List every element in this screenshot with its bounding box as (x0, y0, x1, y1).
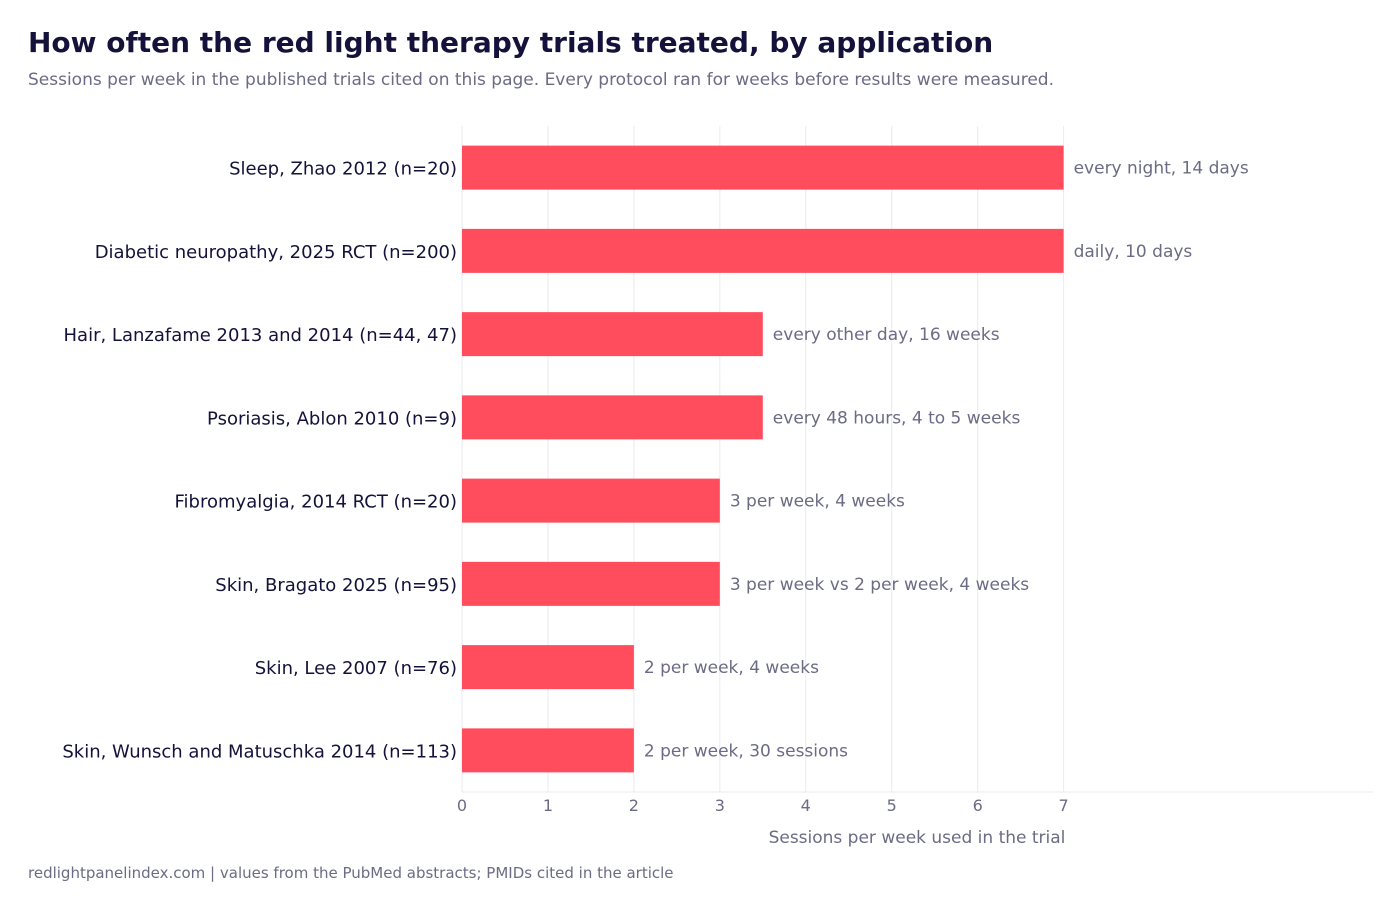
bars (462, 145, 1064, 773)
bar-0 (462, 145, 1064, 190)
data-label-4: 3 per week, 4 weeks (730, 492, 905, 512)
category-label-5: Skin, Bragato 2025 (n=95) (215, 575, 457, 596)
category-label-1: Diabetic neuropathy, 2025 RCT (n=200) (95, 242, 457, 263)
category-labels: Sleep, Zhao 2012 (n=20) Diabetic neuropat… (62, 159, 457, 763)
x-tick-label-0: 0 (457, 796, 467, 815)
data-label-3: every 48 hours, 4 to 5 weeks (773, 408, 1021, 428)
grid-lines (461, 126, 1065, 792)
data-label-6: 2 per week, 4 weeks (644, 658, 819, 678)
x-tick-label-6: 6 (973, 796, 983, 815)
chart-subtitle: Sessions per week in the published trial… (28, 70, 1054, 90)
category-label-2: Hair, Lanzafame 2013 and 2014 (n=44, 47) (64, 325, 458, 346)
data-labels: every night, 14 days daily, 10 days every … (644, 159, 1249, 762)
x-axis-label: Sessions per week used in the trial (769, 828, 1066, 848)
x-tick-label-1: 1 (543, 796, 553, 815)
bar-6 (462, 645, 634, 690)
bar-3 (462, 395, 763, 440)
bar-4 (462, 478, 720, 523)
data-label-2: every other day, 16 weeks (773, 325, 1000, 345)
data-label-0: every night, 14 days (1074, 159, 1249, 179)
category-label-7: Skin, Wunsch and Matuschka 2014 (n=113) (62, 741, 457, 762)
bar-2 (462, 312, 763, 357)
data-label-5: 3 per week vs 2 per week, 4 weeks (730, 575, 1029, 595)
bar-7 (462, 728, 634, 773)
data-label-1: daily, 10 days (1074, 242, 1193, 262)
x-tick-label-4: 4 (801, 796, 811, 815)
category-label-3: Psoriasis, Ablon 2010 (n=9) (207, 408, 457, 429)
x-tick-label-3: 3 (715, 796, 725, 815)
category-label-4: Fibromyalgia, 2014 RCT (n=20) (175, 492, 457, 513)
category-label-6: Skin, Lee 2007 (n=76) (255, 658, 457, 679)
source-footer: redlightpanelindex.com | values from the… (28, 864, 674, 882)
data-label-7: 2 per week, 30 sessions (644, 741, 848, 761)
x-axis: 0 1 2 3 4 5 6 7 (457, 791, 1373, 815)
category-label-0: Sleep, Zhao 2012 (n=20) (229, 159, 457, 180)
x-tick-label-2: 2 (629, 796, 639, 815)
x-tick-label-7: 7 (1059, 796, 1069, 815)
bar-5 (462, 561, 720, 606)
bar-1 (462, 228, 1064, 273)
chart-title: How often the red light therapy trials t… (28, 26, 994, 59)
x-tick-label-5: 5 (887, 796, 897, 815)
